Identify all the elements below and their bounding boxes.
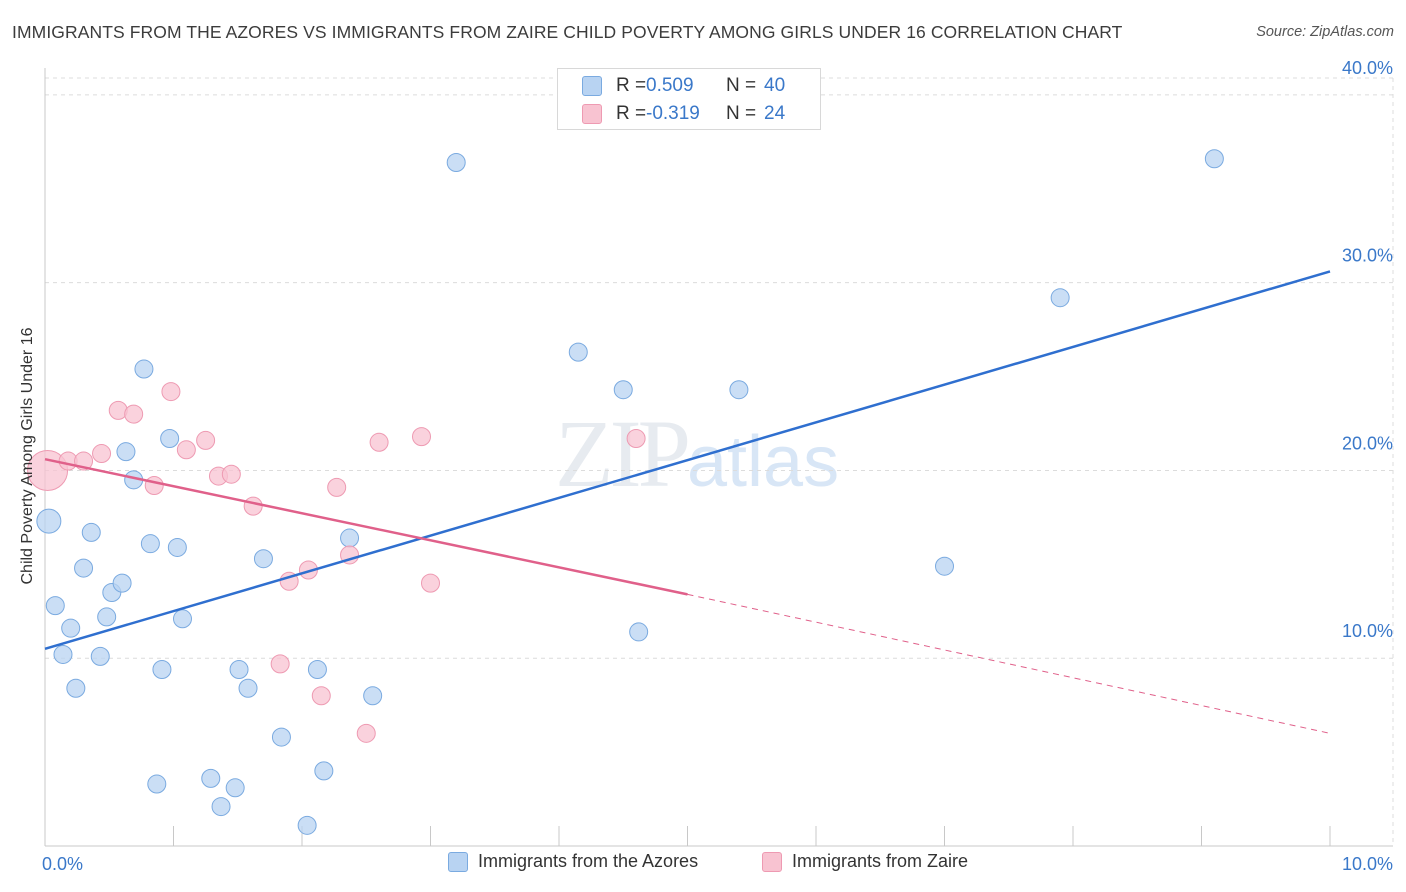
zaire-trend-line [44,457,688,596]
zaire-point-11 [221,464,241,484]
azores-point-21 [211,797,231,817]
zaire-point-8 [176,440,196,460]
azores-point-17 [160,429,180,449]
azores-point-15 [147,774,167,794]
azores-point-5 [74,558,94,578]
stats-row-azores: R = 0.509 N = 40 [582,73,785,99]
stats-row-zaire: R = -0.319 N = 24 [582,101,785,127]
azores-point-28 [307,659,327,679]
legend-zaire-swatch [762,851,782,872]
azores-point-26 [271,727,291,747]
zaire-n-value: 24 [764,103,786,124]
azores-point-6 [81,522,101,542]
azores-point-32 [446,152,466,172]
x-tick-label-1: 10.0% [1342,854,1393,874]
zaire-point-7 [161,382,181,402]
zaire-n-label: N = [726,103,757,124]
azores-point-36 [729,380,749,400]
azores-point-27 [297,815,317,835]
legend-item-zaire[interactable]: Immigrants from Zaire [762,851,968,872]
azores-point-2 [53,644,73,664]
zaire-point-23 [626,429,646,449]
zaire-point-9 [196,430,216,450]
x-tick-label-0: 0.0% [42,854,83,874]
zaire-swatch [582,104,602,124]
zaire-point-19 [356,723,376,743]
y-tick-label-2: 30.0% [1342,246,1393,266]
zaire-point-5 [124,404,144,424]
watermark-atlas: atlas [687,422,840,502]
azores-r-value: 0.509 [646,75,694,96]
zaire-point-3 [92,444,112,464]
zaire-point-16 [311,686,331,706]
y-axis-label: Child Poverty Among Girls Under 16 [19,327,36,585]
chart-title: IMMIGRANTS FROM THE AZORES VS IMMIGRANTS… [12,22,1123,42]
azores-point-35 [629,622,649,642]
azores-point-0 [36,508,62,534]
zaire-point-13 [270,654,290,674]
azores-point-24 [238,678,258,698]
legend-azores-swatch [448,851,468,872]
azores-point-33 [568,342,588,362]
zaire-point-20 [369,432,389,452]
source-label: Source: ZipAtlas.com [1256,24,1394,40]
azores-trend-line [44,270,1331,651]
azores-n-value: 40 [764,75,786,96]
zaire-r-value: -0.319 [646,103,700,124]
azores-point-11 [116,442,136,462]
azores-point-16 [152,659,172,679]
azores-point-29 [314,761,334,781]
azores-point-19 [172,609,192,629]
azores-point-13 [134,359,154,379]
azores-point-3 [61,618,81,638]
azores-swatch [582,76,602,96]
zaire-trend-line-extension [687,593,1331,734]
azores-point-4 [66,678,86,698]
y-tick-label-1: 20.0% [1342,433,1393,453]
zaire-point-22 [421,573,440,593]
azores-point-14 [140,534,160,554]
legend-item-azores[interactable]: Immigrants from the Azores [448,851,698,872]
azores-point-31 [363,686,383,706]
zaire-point-12 [243,496,263,516]
azores-point-30 [340,528,360,548]
azores-r-label: R = [616,75,647,96]
zaire-point-21 [412,427,432,447]
zaire-point-17 [327,477,347,497]
azores-point-22 [225,778,245,798]
azores-point-10 [112,573,132,593]
azores-point-34 [613,380,633,400]
stats-box: R = 0.509 N = 40 R = -0.319 N = 24 [557,68,821,130]
azores-point-7 [90,646,110,666]
azores-n-label: N = [726,75,757,96]
azores-point-37 [935,556,954,576]
y-tick-label-3: 40.0% [1342,58,1393,78]
azores-point-38 [1050,288,1070,308]
zaire-r-label: R = [616,103,647,124]
azores-point-18 [167,537,187,557]
azores-point-25 [253,549,273,569]
legend-azores-label: Immigrants from the Azores [478,851,699,871]
azores-point-23 [229,659,249,679]
y-tick-label-0: 10.0% [1342,621,1393,641]
azores-point-1 [45,596,65,616]
azores-point-8 [97,607,117,627]
watermark: ZIPatlas [555,398,839,509]
azores-point-20 [201,768,221,788]
legend-zaire-label: Immigrants from Zaire [792,851,969,871]
azores-point-39 [1204,149,1224,169]
watermark-zip: ZIP [555,400,691,507]
zaire-point-6 [144,475,164,495]
